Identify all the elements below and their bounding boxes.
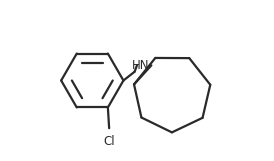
Text: Cl: Cl bbox=[103, 135, 115, 148]
Text: HN: HN bbox=[132, 59, 150, 72]
